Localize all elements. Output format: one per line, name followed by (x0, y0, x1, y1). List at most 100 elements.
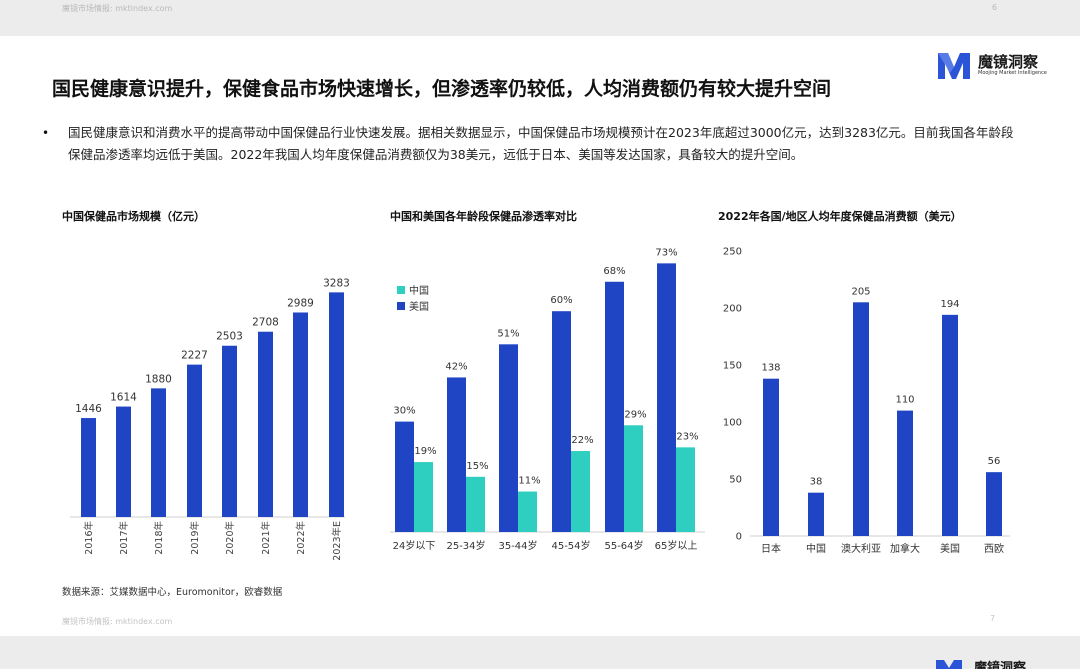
chart1-x-tick-5: 2021年 (260, 521, 272, 555)
chart3-value-label-5: 56 (988, 456, 1001, 467)
summary-paragraph: 国民健康意识和消费水平的提高带动中国保健品行业快速发展。据相关数据显示，中国保健… (68, 125, 1014, 162)
chart2-cn-bar-0 (414, 462, 433, 532)
chart3-bar-2 (853, 302, 869, 536)
chart3-title: 2022年各国/地区人均年度保健品消费额（美元） (718, 210, 962, 223)
chart1-value-label-5: 2708 (252, 317, 279, 329)
bullet-dot-icon: • (42, 126, 50, 140)
chart3-value-label-4: 194 (940, 299, 959, 310)
chart2-legend-cn-label: 中国 (409, 284, 429, 297)
chart2-us-label-2: 51% (497, 328, 519, 339)
chart2-legend-cn-swatch (397, 286, 405, 294)
chart3-x-tick-4: 美国 (940, 542, 960, 555)
chart2-cn-bar-3 (571, 451, 590, 532)
chart2-us-bar-0 (395, 421, 414, 532)
charts-canvas: 14462016年16142017年18802018年22272019年2503… (70, 247, 1010, 561)
chart2-us-bar-3 (552, 311, 571, 532)
chart2-x-tick-4: 55-64岁 (604, 539, 643, 552)
chart3-y-tick-2: 100 (723, 418, 742, 429)
chart2-x-tick-3: 45-54岁 (551, 539, 590, 552)
chart1-bar-0 (81, 418, 96, 517)
footer-source-text: 魔镜市场情报: mktindex.com (62, 617, 173, 626)
chart2-us-label-3: 60% (550, 295, 572, 306)
chart1-title: 中国保健品市场规模（亿元） (62, 210, 205, 223)
chart1-x-tick-6: 2022年 (295, 521, 307, 555)
chart2-us-label-5: 73% (655, 247, 677, 258)
chart1-bar-4 (222, 345, 237, 517)
chart2-x-tick-1: 25-34岁 (446, 539, 485, 552)
chart2-x-tick-0: 24岁以下 (393, 539, 436, 552)
chart1-x-tick-3: 2019年 (189, 521, 201, 555)
chart1-value-label-2: 1880 (145, 373, 172, 385)
chart3-x-tick-1: 中国 (806, 542, 826, 555)
footer-page-number: 7 (990, 614, 996, 623)
chart2-cn-bar-5 (676, 447, 695, 532)
chart1-x-tick-1: 2017年 (118, 521, 130, 555)
chart1-value-label-6: 2989 (287, 297, 314, 309)
chart3-bar-0 (763, 378, 779, 536)
chart3-value-label-2: 205 (851, 286, 870, 297)
chart3-value-label-3: 110 (895, 395, 914, 406)
chart2-us-bar-5 (657, 263, 676, 532)
chart1-bar-7 (329, 292, 344, 517)
chart1-value-label-0: 1446 (75, 403, 102, 415)
data-source-note: 数据来源：艾媒数据中心，Euromonitor，欧睿数据 (62, 587, 283, 598)
chart3-bar-5 (986, 472, 1002, 536)
chart2-cn-bar-1 (466, 476, 485, 532)
chart2-cn-bar-2 (518, 491, 537, 532)
chart2-cn-label-2: 11% (518, 476, 540, 487)
chart2-legend-us-label: 美国 (409, 300, 429, 313)
logo: 魔镜洞察 Moojing Market Intelligence (934, 48, 1047, 82)
chart2-us-bar-2 (499, 344, 518, 532)
chart2-cn-bar-4 (624, 425, 643, 532)
chart1-x-tick-7: 2023年E (331, 521, 343, 561)
chart1-value-label-4: 2503 (216, 331, 243, 343)
chart2-x-tick-2: 35-44岁 (498, 539, 537, 552)
chart2-cn-label-5: 23% (676, 431, 698, 442)
chart2-us-label-0: 30% (393, 406, 415, 417)
chart3-x-tick-0: 日本 (761, 542, 781, 555)
chart3-value-label-1: 38 (810, 477, 823, 488)
chart1-x-tick-2: 2018年 (153, 521, 165, 555)
top-source-text: 魔镜市场情报: mktindex.com (62, 4, 173, 13)
chart1-x-tick-0: 2016年 (83, 521, 95, 555)
chart3-y-tick-1: 50 (729, 475, 742, 486)
chart2-cn-label-3: 22% (571, 435, 593, 446)
chart1-value-label-3: 2227 (181, 350, 208, 362)
logo-name: 魔镜洞察 (978, 52, 1039, 71)
chart1-bar-1 (116, 406, 131, 517)
chart1-value-label-1: 1614 (110, 392, 137, 404)
page-title: 国民健康意识提升，保健食品市场快速增长，但渗透率仍较低，人均消费额仍有较大提升空… (52, 78, 832, 100)
chart3-y-tick-4: 200 (723, 304, 742, 315)
chart3-value-label-0: 138 (761, 363, 780, 374)
chart3-x-tick-3: 加拿大 (890, 542, 920, 555)
chart1-bar-3 (187, 364, 202, 517)
chart2-us-label-4: 68% (603, 266, 625, 277)
chart3-bar-1 (808, 492, 824, 536)
chart3-bar-3 (897, 410, 913, 536)
chart3-x-tick-2: 澳大利亚 (841, 542, 881, 555)
chart2-x-tick-5: 65岁以上 (655, 539, 698, 552)
chart2-us-bar-1 (447, 377, 466, 532)
chart3-bar-4 (942, 314, 958, 536)
logo-name-peek: 魔镜洞察 (974, 660, 1027, 669)
chart2-cn-label-1: 15% (466, 461, 488, 472)
chart3-y-tick-3: 150 (723, 361, 742, 372)
chart2-cn-label-4: 29% (624, 409, 646, 420)
chart2-us-bar-4 (605, 281, 624, 532)
logo-mark-icon-peek: 魔镜洞察 (936, 660, 1027, 669)
chart1-value-label-7: 3283 (323, 277, 350, 289)
chart1-x-tick-4: 2020年 (224, 521, 236, 555)
chart3-x-tick-5: 西欧 (984, 543, 1004, 555)
chart3-y-tick-0: 0 (736, 532, 742, 543)
chart2-us-label-1: 42% (445, 361, 467, 372)
slide: 魔镜洞察 Moojing Market Intelligence 国民健康意识提… (0, 36, 1080, 636)
chart1-bar-6 (293, 312, 308, 517)
chart3-y-tick-5: 250 (723, 247, 742, 258)
logo-subtitle: Moojing Market Intelligence (978, 69, 1048, 76)
chart1-bar-2 (151, 388, 166, 517)
chart2-legend-us-swatch (397, 302, 405, 310)
next-slide-logo-peek: 魔镜洞察 (930, 656, 1080, 669)
chart1-bar-5 (258, 331, 273, 517)
top-strip: 魔镜市场情报: mktindex.com 6 (0, 0, 1080, 18)
chart2-cn-label-0: 19% (414, 446, 436, 457)
